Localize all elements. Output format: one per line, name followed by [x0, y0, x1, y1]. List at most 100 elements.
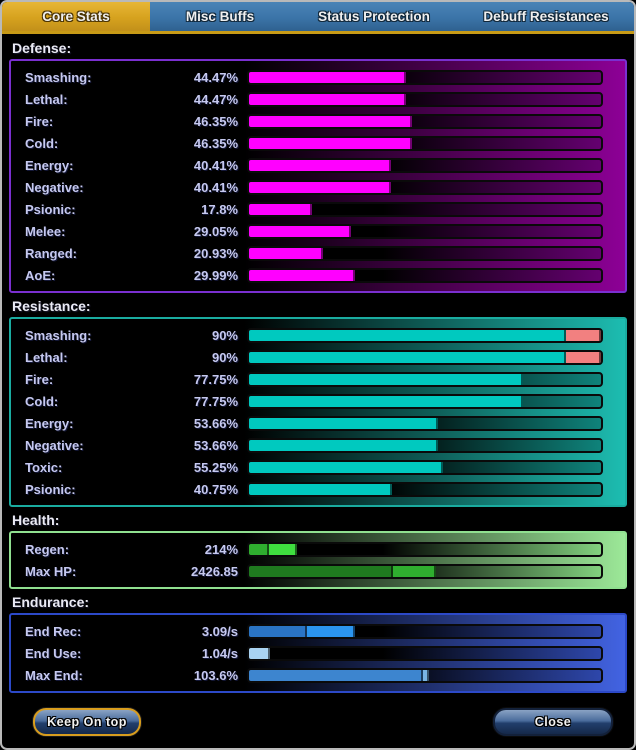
section-heading-endurance: Endurance:	[12, 594, 90, 610]
stat-bar	[247, 541, 603, 557]
stat-row-resistance-cold: Cold: 77.75%	[25, 390, 603, 412]
stat-label: Smashing:	[25, 69, 92, 85]
stat-value: 214%	[204, 541, 238, 557]
stat-bar	[247, 245, 603, 261]
stat-bar	[247, 69, 603, 85]
stat-bar-segment	[249, 203, 312, 215]
stat-bar	[247, 393, 603, 409]
stat-bar-segment	[565, 351, 601, 363]
stat-value: 77.75%	[193, 371, 238, 387]
stat-row-defense-fire: Fire: 46.35%	[25, 110, 603, 132]
section-heading-resistance: Resistance:	[12, 298, 91, 314]
stat-value: 46.35%	[193, 135, 238, 151]
tab-bar: Core Stats Misc Buffs Status Protection Deb…	[2, 2, 634, 34]
stat-bar	[247, 623, 603, 639]
stat-bar-segment	[249, 625, 308, 637]
section-heading-health: Health:	[12, 512, 60, 528]
stat-bar-segment	[307, 625, 355, 637]
stat-bar-segment	[249, 137, 413, 149]
stat-value: 2426.85	[191, 563, 238, 579]
stat-row-defense-melee: Melee: 29.05%	[25, 220, 603, 242]
stat-value: 17.8%	[201, 201, 238, 217]
stat-bar	[247, 437, 603, 453]
stat-value: 103.6%	[193, 667, 238, 683]
stat-label: Max End:	[25, 667, 83, 683]
stat-bar-segment	[249, 351, 566, 363]
stat-bar	[247, 157, 603, 173]
stat-bar	[247, 459, 603, 475]
close-button[interactable]: Close	[493, 708, 613, 736]
stat-bar-segment	[249, 225, 352, 237]
stat-row-resistance-fire: Fire: 77.75%	[25, 368, 603, 390]
stat-bar	[247, 267, 603, 283]
stat-bar-segment	[249, 269, 355, 281]
stat-label: Psionic:	[25, 481, 76, 497]
stat-value: 55.25%	[193, 459, 238, 475]
stat-bar	[247, 201, 603, 217]
tab-debuff-resistances[interactable]: Debuff Resistances	[458, 2, 634, 31]
stat-label: Cold:	[25, 393, 59, 409]
stat-label: Energy:	[25, 157, 74, 173]
stat-label: Melee:	[25, 223, 66, 239]
stat-bar	[247, 223, 603, 239]
stat-row-defense-psionic: Psionic: 17.8%	[25, 198, 603, 220]
stat-label: Fire:	[25, 113, 54, 129]
stat-label: Smashing:	[25, 327, 92, 343]
stat-label: Max HP:	[25, 563, 77, 579]
stat-bar	[247, 645, 603, 661]
stat-bar-segment	[249, 461, 444, 473]
stat-bar-segment	[249, 181, 392, 193]
stat-label: Lethal:	[25, 349, 68, 365]
stat-bar-segment	[249, 247, 323, 259]
stat-row-resistance-psionic: Psionic: 40.75%	[25, 478, 603, 500]
stat-value: 40.41%	[193, 157, 238, 173]
stat-label: Fire:	[25, 371, 54, 387]
stat-bar-segment	[565, 329, 601, 341]
stat-value: 20.93%	[193, 245, 238, 261]
stat-value: 40.41%	[193, 179, 238, 195]
stat-row-defense-lethal: Lethal: 44.47%	[25, 88, 603, 110]
panel-resistance: Smashing: 90% Lethal: 90% Fire: 77.75% Cold: 77…	[9, 317, 627, 507]
stat-bar	[247, 179, 603, 195]
stat-bar-segment	[249, 483, 393, 495]
footer: Keep On top Close	[9, 702, 627, 748]
stat-value: 40.75%	[193, 481, 238, 497]
stat-label: Cold:	[25, 135, 59, 151]
keep-on-top-button[interactable]: Keep On top	[33, 708, 141, 736]
stat-row-defense-aoe: AoE: 29.99%	[25, 264, 603, 286]
stat-label: Energy:	[25, 415, 74, 431]
stat-bar-segment	[249, 417, 438, 429]
stat-value: 44.47%	[193, 91, 238, 107]
stat-bar-segment	[423, 669, 429, 681]
stat-value: 44.47%	[193, 69, 238, 85]
stat-value: 29.99%	[193, 267, 238, 283]
stat-bar-segment	[269, 543, 297, 555]
stat-value: 77.75%	[193, 393, 238, 409]
tab-misc-buffs[interactable]: Misc Buffs	[150, 2, 290, 31]
stat-row-defense-smashing: Smashing: 44.47%	[25, 66, 603, 88]
stat-label: Regen:	[25, 541, 70, 557]
stat-value: 3.09/s	[201, 623, 238, 639]
stat-label: Psionic:	[25, 201, 76, 217]
stat-row-resistance-toxic: Toxic: 55.25%	[25, 456, 603, 478]
stat-row-health-max-hp: Max HP: 2426.85	[25, 560, 603, 582]
section-heading-defense: Defense:	[12, 40, 72, 56]
stat-bar-segment	[393, 565, 436, 577]
stat-bar	[247, 327, 603, 343]
stats-main: Defense: Smashing: 44.47% Lethal: 44.47% Fire…	[2, 34, 634, 748]
stat-value: 53.66%	[193, 437, 238, 453]
stat-bar-segment	[249, 71, 406, 83]
stat-value: 90%	[211, 349, 238, 365]
stat-row-resistance-lethal: Lethal: 90%	[25, 346, 603, 368]
stat-value: 29.05%	[193, 223, 238, 239]
stat-bar	[247, 563, 603, 579]
panel-endurance: End Rec: 3.09/s End Use: 1.04/s Max End: 103.…	[9, 613, 627, 693]
stat-bar-segment	[249, 373, 523, 385]
stat-bar	[247, 135, 603, 151]
stat-label: Lethal:	[25, 91, 68, 107]
tab-core-stats[interactable]: Core Stats	[2, 2, 150, 31]
stat-bar	[247, 415, 603, 431]
stat-row-endurance-end-rec: End Rec: 3.09/s	[25, 620, 603, 642]
tab-status-protection[interactable]: Status Protection	[290, 2, 458, 31]
